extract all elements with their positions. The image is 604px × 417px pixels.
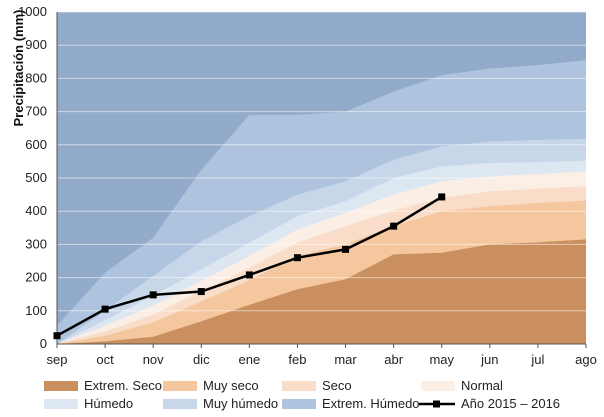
observed-series <box>53 193 446 340</box>
legend-label-extrem-seco: Extrem. Seco <box>84 378 162 393</box>
y-tick-label: 800 <box>25 70 47 85</box>
series-point <box>438 193 446 201</box>
x-tick-label: ene <box>239 352 261 367</box>
legend-label-ano-2015-2016: Año 2015 – 2016 <box>461 396 560 411</box>
x-tick-label: jul <box>530 352 544 367</box>
legend-label-seco: Seco <box>322 378 352 393</box>
series-point <box>197 288 205 296</box>
band-extrem-seco <box>57 239 586 344</box>
legend-swatch-muy-seco <box>163 381 197 391</box>
y-tick-label: 100 <box>25 303 47 318</box>
legend-swatch-normal <box>421 381 455 391</box>
legend-label-normal: Normal <box>461 378 503 393</box>
y-tick-label: 300 <box>25 236 47 251</box>
y-tick-label: 600 <box>25 137 47 152</box>
y-tick-label: 400 <box>25 203 47 218</box>
legend-swatch-humedo <box>44 399 78 409</box>
legend-swatch-extrem-seco <box>44 381 78 391</box>
legend-swatch-marker <box>433 400 440 408</box>
series-point <box>101 305 109 313</box>
series-point <box>342 245 350 253</box>
series-point <box>53 332 61 340</box>
legend-swatch-extrem-humedo <box>282 399 316 409</box>
x-tick-label: feb <box>288 352 306 367</box>
legend-label-muy-seco: Muy seco <box>203 378 259 393</box>
x-tick-label: ago <box>575 352 597 367</box>
axes: 0 100 200 300 400 500 600 700 800 900 1000 sep oct no… <box>18 4 597 367</box>
y-tick-label: 0 <box>40 336 47 351</box>
legend-label-humedo: Húmedo <box>84 396 133 411</box>
y-tick-label: 500 <box>25 170 47 185</box>
y-tick-label: 1000 <box>18 4 47 19</box>
x-tick-label: dic <box>193 352 210 367</box>
y-tick-label: 200 <box>25 270 47 285</box>
x-tick-label: nov <box>143 352 164 367</box>
legend-label-extrem-humedo: Extrem. Húmedo <box>322 396 420 411</box>
series-point <box>245 271 253 279</box>
legend-swatch-seco <box>282 381 316 391</box>
legend-swatch-muy-humedo <box>163 399 197 409</box>
y-tick-label: 900 <box>25 37 47 52</box>
legend: Extrem. Seco Muy seco Seco Normal Húmedo Muy … <box>44 378 560 411</box>
x-tick-label: abr <box>384 352 403 367</box>
x-tick-label: jun <box>480 352 498 367</box>
legend-label-muy-humedo: Muy húmedo <box>203 396 278 411</box>
x-tick-label: mar <box>334 352 357 367</box>
series-point <box>149 291 157 299</box>
x-tick-label: oct <box>96 352 114 367</box>
x-tick-label: may <box>429 352 454 367</box>
x-tick-label: sep <box>47 352 68 367</box>
y-axis-title: Precipitación (mm) <box>11 9 26 126</box>
series-point <box>390 222 398 230</box>
y-tick-label: 700 <box>25 104 47 119</box>
series-point <box>293 254 301 262</box>
